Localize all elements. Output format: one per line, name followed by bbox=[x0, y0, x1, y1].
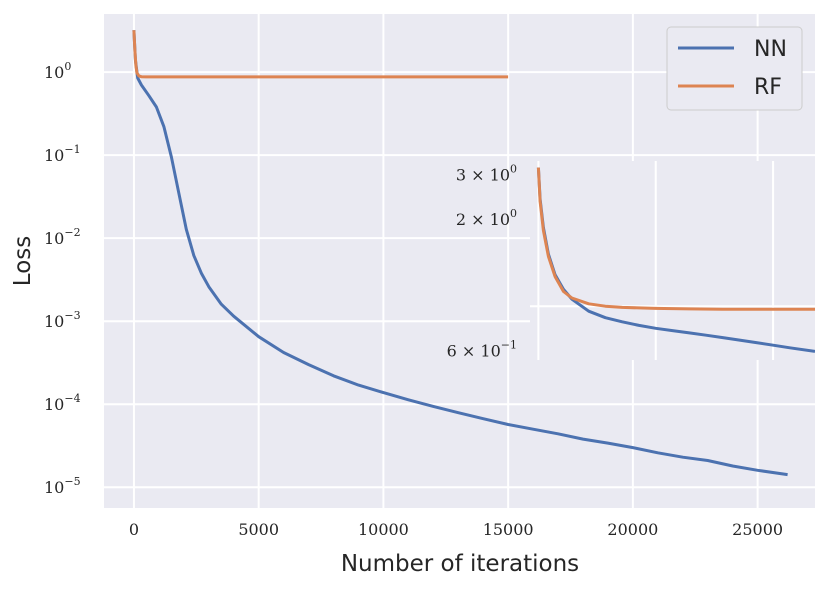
x-tick-label: 25000 bbox=[732, 520, 783, 539]
inset-y-tick-label: 2 × 100 bbox=[456, 207, 517, 229]
y-axis-label: Loss bbox=[10, 236, 36, 286]
inset-y-tick-label: 6 × 10−1 bbox=[447, 338, 517, 360]
inset-series-line-rf bbox=[536, 167, 815, 311]
y-tick-label: 10−3 bbox=[44, 309, 81, 331]
x-tick-label: 10000 bbox=[358, 520, 409, 539]
inset-series-lines bbox=[536, 167, 815, 353]
y-tick-label: 10−2 bbox=[44, 226, 81, 248]
inset-background bbox=[530, 161, 815, 360]
legend: NN RF bbox=[666, 26, 803, 111]
y-tick-label: 100 bbox=[44, 60, 71, 82]
inset-y-tick-label: 3 × 100 bbox=[456, 163, 517, 185]
x-tick-label: 5000 bbox=[238, 520, 279, 539]
legend-rf-label: RF bbox=[754, 75, 782, 100]
series-line-nn bbox=[132, 30, 788, 477]
y-tick-label: 10−5 bbox=[44, 475, 81, 497]
x-tick-label: 20000 bbox=[607, 520, 658, 539]
x-axis-label: Number of iterations bbox=[341, 551, 579, 577]
inset-y-tick-labels: 3 × 100 2 × 100 6 × 10−1 bbox=[447, 163, 517, 361]
inset-zoom-chart: 3 × 100 2 × 100 6 × 10−1 bbox=[447, 161, 815, 360]
y-tick-label: 10−1 bbox=[44, 143, 81, 165]
legend-nn-label: NN bbox=[754, 37, 787, 62]
y-tick-labels: 100 10−1 10−2 10−3 10−4 10−5 bbox=[44, 60, 81, 497]
x-tick-labels: 0 5000 10000 15000 20000 25000 bbox=[129, 520, 783, 539]
series-lines bbox=[132, 30, 788, 477]
y-tick-label: 10−4 bbox=[44, 392, 81, 414]
x-tick-label: 0 bbox=[129, 520, 139, 539]
series-line-rf bbox=[132, 30, 509, 79]
x-tick-label: 15000 bbox=[483, 520, 534, 539]
